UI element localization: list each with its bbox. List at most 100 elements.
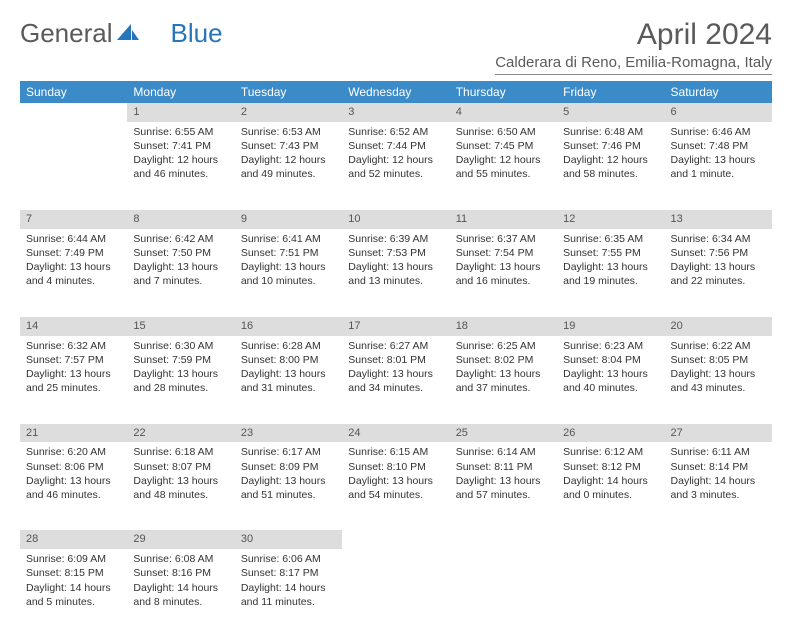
daylight-text: Daylight: 13 hours and 4 minutes. <box>26 260 121 288</box>
daylight-text: Daylight: 13 hours and 28 minutes. <box>133 367 228 395</box>
day-cell: Sunrise: 6:44 AMSunset: 7:49 PMDaylight:… <box>20 229 127 317</box>
sunrise-text: Sunrise: 6:18 AM <box>133 445 228 459</box>
sunrise-text: Sunrise: 6:52 AM <box>348 125 443 139</box>
day-number: 18 <box>450 317 557 336</box>
day-cell: Sunrise: 6:48 AMSunset: 7:46 PMDaylight:… <box>557 122 664 210</box>
day-number: 19 <box>557 317 664 336</box>
daylight-text: Daylight: 13 hours and 1 minute. <box>671 153 766 181</box>
daynum-row: 123456 <box>20 103 772 122</box>
sunrise-text: Sunrise: 6:22 AM <box>671 339 766 353</box>
day-number: 5 <box>557 103 664 122</box>
day-cell <box>450 549 557 637</box>
calendar-table: Sunday Monday Tuesday Wednesday Thursday… <box>20 81 772 637</box>
daylight-text: Daylight: 13 hours and 25 minutes. <box>26 367 121 395</box>
day-cell: Sunrise: 6:27 AMSunset: 8:01 PMDaylight:… <box>342 336 449 424</box>
sunrise-text: Sunrise: 6:06 AM <box>241 552 336 566</box>
daylight-text: Daylight: 13 hours and 19 minutes. <box>563 260 658 288</box>
sunrise-text: Sunrise: 6:25 AM <box>456 339 551 353</box>
daynum-row: 14151617181920 <box>20 317 772 336</box>
daylight-text: Daylight: 13 hours and 43 minutes. <box>671 367 766 395</box>
sunrise-text: Sunrise: 6:48 AM <box>563 125 658 139</box>
day-cell: Sunrise: 6:09 AMSunset: 8:15 PMDaylight:… <box>20 549 127 637</box>
day-number: 6 <box>665 103 772 122</box>
day-number: 28 <box>20 530 127 549</box>
day-cell <box>557 549 664 637</box>
sunrise-text: Sunrise: 6:11 AM <box>671 445 766 459</box>
header: General Blue April 2024 Calderara di Ren… <box>20 18 772 75</box>
daylight-text: Daylight: 14 hours and 5 minutes. <box>26 581 121 609</box>
sunset-text: Sunset: 7:50 PM <box>133 246 228 260</box>
sunrise-text: Sunrise: 6:41 AM <box>241 232 336 246</box>
day-number: 30 <box>235 530 342 549</box>
sunset-text: Sunset: 8:00 PM <box>241 353 336 367</box>
calendar-body: 123456Sunrise: 6:55 AMSunset: 7:41 PMDay… <box>20 103 772 637</box>
daylight-text: Daylight: 13 hours and 7 minutes. <box>133 260 228 288</box>
sunrise-text: Sunrise: 6:34 AM <box>671 232 766 246</box>
daylight-text: Daylight: 13 hours and 37 minutes. <box>456 367 551 395</box>
daylight-text: Daylight: 13 hours and 51 minutes. <box>241 474 336 502</box>
day-number: 14 <box>20 317 127 336</box>
sunrise-text: Sunrise: 6:12 AM <box>563 445 658 459</box>
weekday-header: Wednesday <box>342 81 449 103</box>
logo: General Blue <box>20 18 223 49</box>
logo-sail-icon <box>117 18 139 49</box>
sunset-text: Sunset: 7:55 PM <box>563 246 658 260</box>
sunrise-text: Sunrise: 6:08 AM <box>133 552 228 566</box>
daylight-text: Daylight: 13 hours and 48 minutes. <box>133 474 228 502</box>
sunset-text: Sunset: 8:12 PM <box>563 460 658 474</box>
sunset-text: Sunset: 7:43 PM <box>241 139 336 153</box>
day-number: 22 <box>127 424 234 443</box>
sunrise-text: Sunrise: 6:53 AM <box>241 125 336 139</box>
sunrise-text: Sunrise: 6:55 AM <box>133 125 228 139</box>
sunset-text: Sunset: 8:16 PM <box>133 566 228 580</box>
sunrise-text: Sunrise: 6:30 AM <box>133 339 228 353</box>
sunrise-text: Sunrise: 6:14 AM <box>456 445 551 459</box>
weekday-header: Thursday <box>450 81 557 103</box>
sunrise-text: Sunrise: 6:46 AM <box>671 125 766 139</box>
sunset-text: Sunset: 7:56 PM <box>671 246 766 260</box>
daynum-row: 78910111213 <box>20 210 772 229</box>
day-cell: Sunrise: 6:08 AMSunset: 8:16 PMDaylight:… <box>127 549 234 637</box>
sunset-text: Sunset: 8:14 PM <box>671 460 766 474</box>
title-block: April 2024 Calderara di Reno, Emilia-Rom… <box>495 18 772 75</box>
sunrise-text: Sunrise: 6:32 AM <box>26 339 121 353</box>
sunset-text: Sunset: 8:05 PM <box>671 353 766 367</box>
day-cell: Sunrise: 6:34 AMSunset: 7:56 PMDaylight:… <box>665 229 772 317</box>
daylight-text: Daylight: 13 hours and 22 minutes. <box>671 260 766 288</box>
week-row: Sunrise: 6:44 AMSunset: 7:49 PMDaylight:… <box>20 229 772 317</box>
sunrise-text: Sunrise: 6:23 AM <box>563 339 658 353</box>
daylight-text: Daylight: 14 hours and 3 minutes. <box>671 474 766 502</box>
day-number: 20 <box>665 317 772 336</box>
week-row: Sunrise: 6:20 AMSunset: 8:06 PMDaylight:… <box>20 442 772 530</box>
sunrise-text: Sunrise: 6:50 AM <box>456 125 551 139</box>
daynum-row: 21222324252627 <box>20 424 772 443</box>
day-cell: Sunrise: 6:55 AMSunset: 7:41 PMDaylight:… <box>127 122 234 210</box>
daylight-text: Daylight: 13 hours and 13 minutes. <box>348 260 443 288</box>
sunset-text: Sunset: 8:09 PM <box>241 460 336 474</box>
weekday-header: Sunday <box>20 81 127 103</box>
sunrise-text: Sunrise: 6:28 AM <box>241 339 336 353</box>
week-row: Sunrise: 6:55 AMSunset: 7:41 PMDaylight:… <box>20 122 772 210</box>
day-number: 25 <box>450 424 557 443</box>
daylight-text: Daylight: 13 hours and 10 minutes. <box>241 260 336 288</box>
daylight-text: Daylight: 13 hours and 16 minutes. <box>456 260 551 288</box>
sunrise-text: Sunrise: 6:39 AM <box>348 232 443 246</box>
sunrise-text: Sunrise: 6:27 AM <box>348 339 443 353</box>
day-cell: Sunrise: 6:37 AMSunset: 7:54 PMDaylight:… <box>450 229 557 317</box>
sunset-text: Sunset: 7:59 PM <box>133 353 228 367</box>
sunset-text: Sunset: 8:17 PM <box>241 566 336 580</box>
sunset-text: Sunset: 8:10 PM <box>348 460 443 474</box>
daylight-text: Daylight: 12 hours and 58 minutes. <box>563 153 658 181</box>
day-number: 10 <box>342 210 449 229</box>
daylight-text: Daylight: 12 hours and 49 minutes. <box>241 153 336 181</box>
day-number <box>557 530 664 549</box>
weekday-header: Monday <box>127 81 234 103</box>
sunset-text: Sunset: 8:02 PM <box>456 353 551 367</box>
day-number: 21 <box>20 424 127 443</box>
weekday-header: Friday <box>557 81 664 103</box>
daylight-text: Daylight: 12 hours and 55 minutes. <box>456 153 551 181</box>
day-cell: Sunrise: 6:52 AMSunset: 7:44 PMDaylight:… <box>342 122 449 210</box>
sunset-text: Sunset: 7:54 PM <box>456 246 551 260</box>
daylight-text: Daylight: 12 hours and 46 minutes. <box>133 153 228 181</box>
day-number: 16 <box>235 317 342 336</box>
